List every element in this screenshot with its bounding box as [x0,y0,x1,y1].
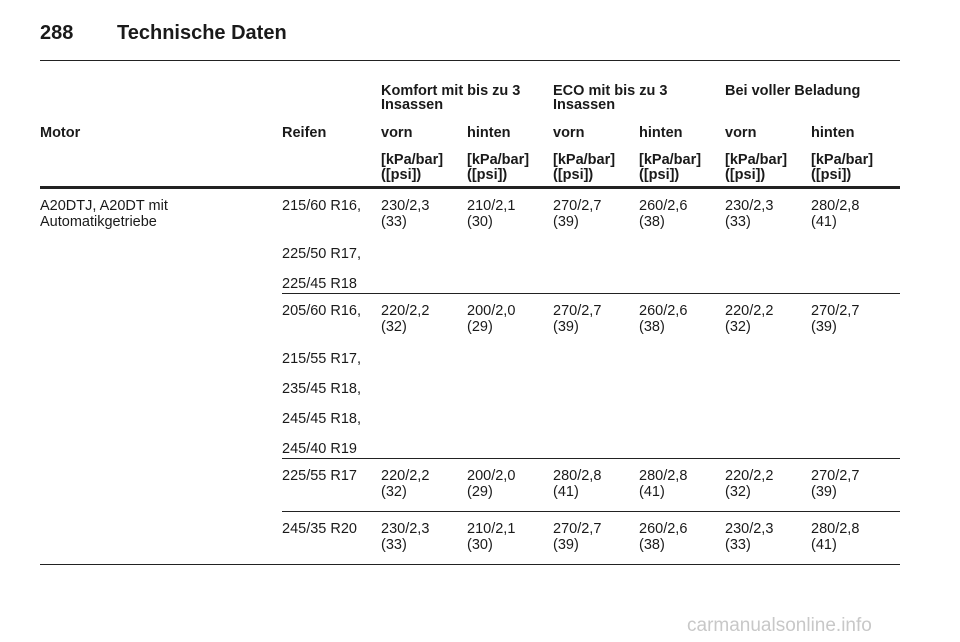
column-header: hinten [811,125,855,141]
pressure-value: 200/2,0 [467,468,516,484]
pressure-value: (39) [553,537,579,553]
header-rule [40,60,900,61]
page-number: 288 [40,22,74,44]
watermark: carmanualsonline.info [687,615,872,636]
pressure-value: (38) [639,214,665,230]
unit-header: [kPa/bar] [467,152,530,168]
pressure-value: (41) [811,214,837,230]
pressure-value: 280/2,8 [553,468,602,484]
tire-size: 245/45 R18, [282,411,362,427]
pressure-value: (39) [553,214,579,230]
tire-size: 225/45 R18 [282,276,357,292]
pressure-value: (39) [811,319,837,335]
column-header: vorn [553,125,585,141]
row-rule [282,293,900,294]
pressure-value: 280/2,8 [811,198,860,214]
pressure-value: (41) [639,484,665,500]
pressure-value: (32) [381,319,407,335]
pressure-value: 280/2,8 [811,521,860,537]
pressure-value: 280/2,8 [639,468,688,484]
unit-header: [kPa/bar] [553,152,616,168]
group-header: Insassen [553,97,616,113]
tire-size: 235/45 R18, [282,381,362,397]
group-header: Komfort mit bis zu 3 [381,83,521,99]
unit-header: ([psi]) [725,167,766,183]
pressure-value: (33) [381,537,407,553]
pressure-value: (39) [553,319,579,335]
pressure-value: 220/2,2 [725,303,774,319]
column-header: vorn [381,125,413,141]
pressure-value: 260/2,6 [639,303,688,319]
group-header: ECO mit bis zu 3 [553,83,668,99]
pressure-value: (30) [467,537,493,553]
group-header: Bei voller Beladung [725,83,861,99]
column-header: hinten [639,125,683,141]
pressure-value: 260/2,6 [639,521,688,537]
pressure-value: 230/2,3 [725,521,774,537]
pressure-value: (41) [811,537,837,553]
row-rule [282,458,900,459]
table-header-rule [40,186,900,189]
unit-header: [kPa/bar] [811,152,874,168]
row-rule [40,564,900,565]
pressure-value: 200/2,0 [467,303,516,319]
pressure-value: 210/2,1 [467,198,516,214]
pressure-value: (29) [467,319,493,335]
tire-size: 205/60 R16, [282,303,362,319]
unit-header: ([psi]) [467,167,508,183]
pressure-value: (30) [467,214,493,230]
unit-header: [kPa/bar] [381,152,444,168]
pressure-value: (33) [725,214,751,230]
pressure-value: (33) [725,537,751,553]
pressure-value: 220/2,2 [381,303,430,319]
pressure-value: 270/2,7 [553,198,602,214]
tire-size: 245/35 R20 [282,521,357,537]
pressure-value: (32) [725,319,751,335]
unit-header: ([psi]) [811,167,852,183]
pressure-value: 220/2,2 [725,468,774,484]
pressure-value: 270/2,7 [553,303,602,319]
pressure-value: 260/2,6 [639,198,688,214]
page-title: Technische Daten [117,22,287,44]
unit-header: [kPa/bar] [639,152,702,168]
tire-size: 215/55 R17, [282,351,362,367]
pressure-value: 270/2,7 [811,468,860,484]
motor-label: Automatikgetriebe [40,214,157,230]
pressure-value: 230/2,3 [381,521,430,537]
pressure-value: 230/2,3 [381,198,430,214]
pressure-value: (29) [467,484,493,500]
pressure-value: (41) [553,484,579,500]
tire-size: 225/55 R17 [282,468,357,484]
column-header: hinten [467,125,511,141]
pressure-value: (38) [639,319,665,335]
pressure-value: (33) [381,214,407,230]
column-header: Motor [40,125,81,141]
pressure-value: (38) [639,537,665,553]
unit-header: ([psi]) [639,167,680,183]
unit-header: ([psi]) [381,167,422,183]
pressure-value: (39) [811,484,837,500]
tire-size: 245/40 R19 [282,441,357,457]
column-header: vorn [725,125,757,141]
tire-size: 215/60 R16, [282,198,362,214]
unit-header: ([psi]) [553,167,594,183]
unit-header: [kPa/bar] [725,152,788,168]
row-rule [282,511,900,512]
group-header: Insassen [381,97,444,113]
tire-size: 225/50 R17, [282,246,362,262]
pressure-value: 220/2,2 [381,468,430,484]
pressure-value: 270/2,7 [811,303,860,319]
column-header: Reifen [282,125,327,141]
pressure-value: 230/2,3 [725,198,774,214]
pressure-value: (32) [381,484,407,500]
pressure-value: 270/2,7 [553,521,602,537]
motor-label: A20DTJ, A20DT mit [40,198,168,214]
pressure-value: 210/2,1 [467,521,516,537]
pressure-value: (32) [725,484,751,500]
